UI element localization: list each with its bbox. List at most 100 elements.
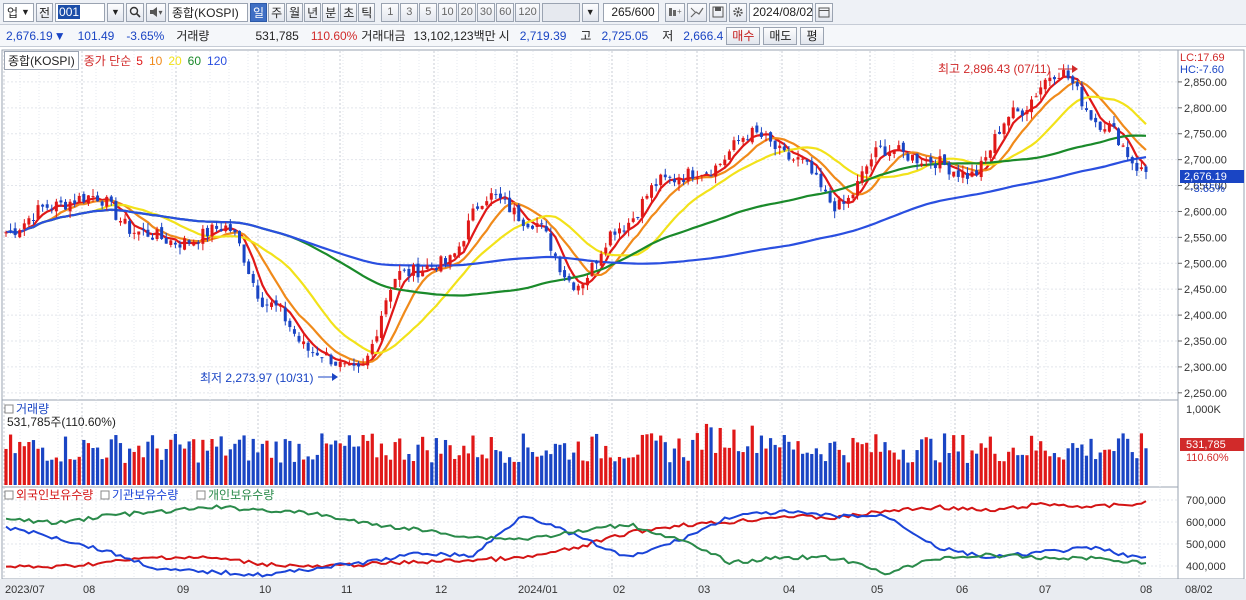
volume-bar [920,439,924,485]
candle-body [915,153,919,164]
interval-button-3[interactable]: 3 [400,2,419,22]
volume-bar [746,446,750,485]
candle-body [682,180,686,183]
interval-button-30[interactable]: 30 [476,2,496,22]
price-y-tick: 2,850.00 [1184,77,1227,89]
volume-bar [247,460,251,485]
price-y-tick: 2,500.00 [1184,258,1227,270]
open-label: 시 [498,29,510,43]
volume-bar [128,448,132,485]
volume-bar [1075,447,1079,485]
chart-canvas[interactable]: 2023/07 08 09 10 11 12 2024/01 02 03 04 05 06 07 08 08… [0,48,1246,600]
candle-body [979,160,983,178]
buy-button[interactable]: 매수 [726,26,761,45]
volume-bar [599,458,603,485]
grid-tool-icon[interactable]: + [664,2,685,22]
period-button-0[interactable]: 일 [250,2,268,22]
price-legend-name[interactable]: 종합(KOSPI) [4,51,79,70]
prev-button[interactable]: 전 [35,2,54,22]
interval-button-120[interactable]: 120 [515,2,540,22]
interval-button-20[interactable]: 20 [457,2,476,22]
chart-area[interactable]: 2023/07 08 09 10 11 12 2024/01 02 03 04 05 06 07 08 08… [0,48,1246,600]
volume-bar [984,447,988,485]
candle-body [288,320,292,328]
volume-bar [627,457,631,485]
volume-bar [1098,452,1102,485]
volume-bar [95,447,100,485]
gear-icon[interactable] [728,2,747,22]
price-y-tick: 2,700.00 [1184,155,1227,167]
candle-body [737,140,741,142]
x-axis-label: 07 [1039,584,1051,596]
x-axis-label: 03 [698,584,710,596]
candle-body [466,220,470,240]
volume-bar [975,453,979,485]
high-label: 고 [580,29,592,43]
candle-body [833,201,837,212]
volume-bar [544,450,548,485]
volume-panel-subtitle: 531,785주(110.60%) [7,415,116,429]
speaker-icon[interactable]: ▾ [146,2,167,22]
code-dropdown-button[interactable]: ▼ [107,2,125,22]
sell-button[interactable]: 매도 [763,26,798,45]
volume-bar [416,444,420,485]
volume-bar [833,441,837,485]
volume-bar [256,452,260,485]
volume-bar [883,442,887,485]
candle-body [672,178,676,183]
period-button-5[interactable]: 초 [340,2,358,22]
period-button-3[interactable]: 년 [304,2,322,22]
volume-bar [723,447,727,485]
period-button-4[interactable]: 분 [322,2,340,22]
volume-bar [805,452,809,485]
volume-bar [581,460,585,485]
candle-body [334,361,338,366]
market-select[interactable]: 업 ▼ [3,2,34,22]
volume-bar [91,448,95,485]
count-field[interactable]: 265/600 [602,2,659,22]
volume-bar [709,427,713,485]
interval-button-60[interactable]: 60 [496,2,515,22]
interval-button-10[interactable]: 10 [438,2,457,22]
save-icon[interactable] [708,2,727,22]
candle-body [865,166,869,174]
volume-bar [814,448,818,485]
volume-last-ratio: 110.60% [1186,452,1229,464]
volume-bar [1020,454,1024,485]
volume-bar [1061,459,1066,485]
candle-body [906,153,910,161]
candle-body [704,172,708,174]
candle-body [324,352,328,356]
interval-dropdown-button[interactable]: ▼ [581,2,599,22]
volume-bar [384,455,388,485]
date-field[interactable]: 2024/08/02 [748,2,813,22]
x-axis-label: 08 [83,584,95,596]
interval-button-5[interactable]: 5 [419,2,438,22]
crosshair-icon[interactable] [686,2,707,22]
period-button-1[interactable]: 주 [268,2,286,22]
candle-body [595,260,599,264]
volume-bar [402,459,406,485]
code-input[interactable]: 001 [55,2,106,22]
volume-bar [1039,441,1043,485]
volume-bar [576,441,580,485]
period-button-6[interactable]: 틱 [358,2,376,22]
candle-body [732,140,736,151]
eval-button[interactable]: 평 [800,26,824,45]
interval-input[interactable] [541,2,580,22]
volume-bar [13,453,17,485]
candle-body [444,258,448,264]
amount-value: 13,102,123백만 [413,29,496,43]
candle-body [96,195,100,202]
volume-bar [590,436,594,485]
search-icon[interactable] [126,2,145,22]
holdings-legend-marker [196,490,206,500]
calendar-icon[interactable] [814,2,833,22]
period-button-2[interactable]: 월 [286,2,304,22]
candle-body [1034,96,1038,98]
interval-button-1[interactable]: 1 [381,2,400,22]
volume-bar [1034,450,1038,485]
volume-bar [205,450,210,485]
candle-body [411,264,415,276]
